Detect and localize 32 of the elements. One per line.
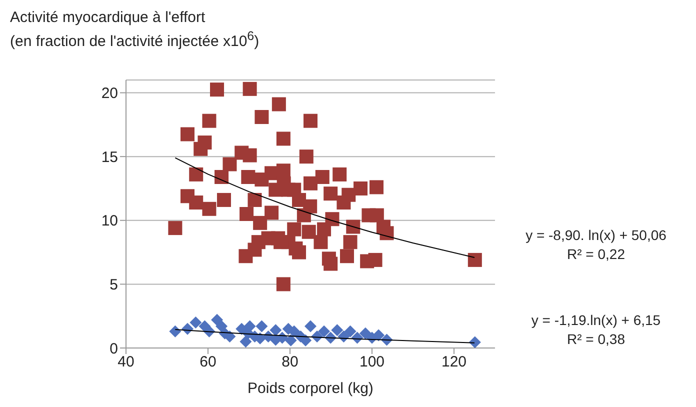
y-tick-label: 10: [101, 212, 118, 230]
point: [169, 325, 182, 338]
y-tick-label: 0: [110, 340, 118, 358]
point: [344, 325, 356, 338]
point: [190, 316, 202, 328]
chart-title: Activité myocardique à l'effort: [10, 8, 206, 27]
x-tick-label: 120: [441, 354, 467, 371]
y-tick-label: 20: [101, 85, 118, 102]
point: [318, 325, 330, 338]
point: [331, 324, 344, 336]
x-tick-label: 80: [282, 354, 298, 371]
text: y = -1,19.ln(x) + 6,15 R² = 0,38: [530, 311, 662, 349]
x-tick-label: 100: [359, 354, 385, 371]
point: [359, 327, 372, 340]
x-axis-title: Poids corporel (kg): [248, 380, 374, 397]
y-tick-label: 5: [110, 276, 118, 294]
point: [211, 314, 224, 326]
point: [468, 336, 481, 348]
point: [216, 320, 228, 332]
point: [240, 336, 252, 348]
point: [304, 320, 316, 332]
point: [270, 324, 282, 336]
point: [300, 334, 312, 346]
point: [256, 320, 268, 332]
x-tick-label: 40: [118, 354, 134, 371]
text: y = -8,90. ln(x) + 50,06 R² = 0,22: [524, 226, 668, 264]
point: [284, 334, 297, 346]
chart-subtitle: (en fraction de l'activité injectée x10$^{6}$): [10, 28, 260, 51]
point: [236, 322, 248, 335]
point: [372, 329, 385, 342]
x-tick-label: 60: [200, 354, 216, 371]
y-tick-label: 15: [101, 148, 118, 166]
